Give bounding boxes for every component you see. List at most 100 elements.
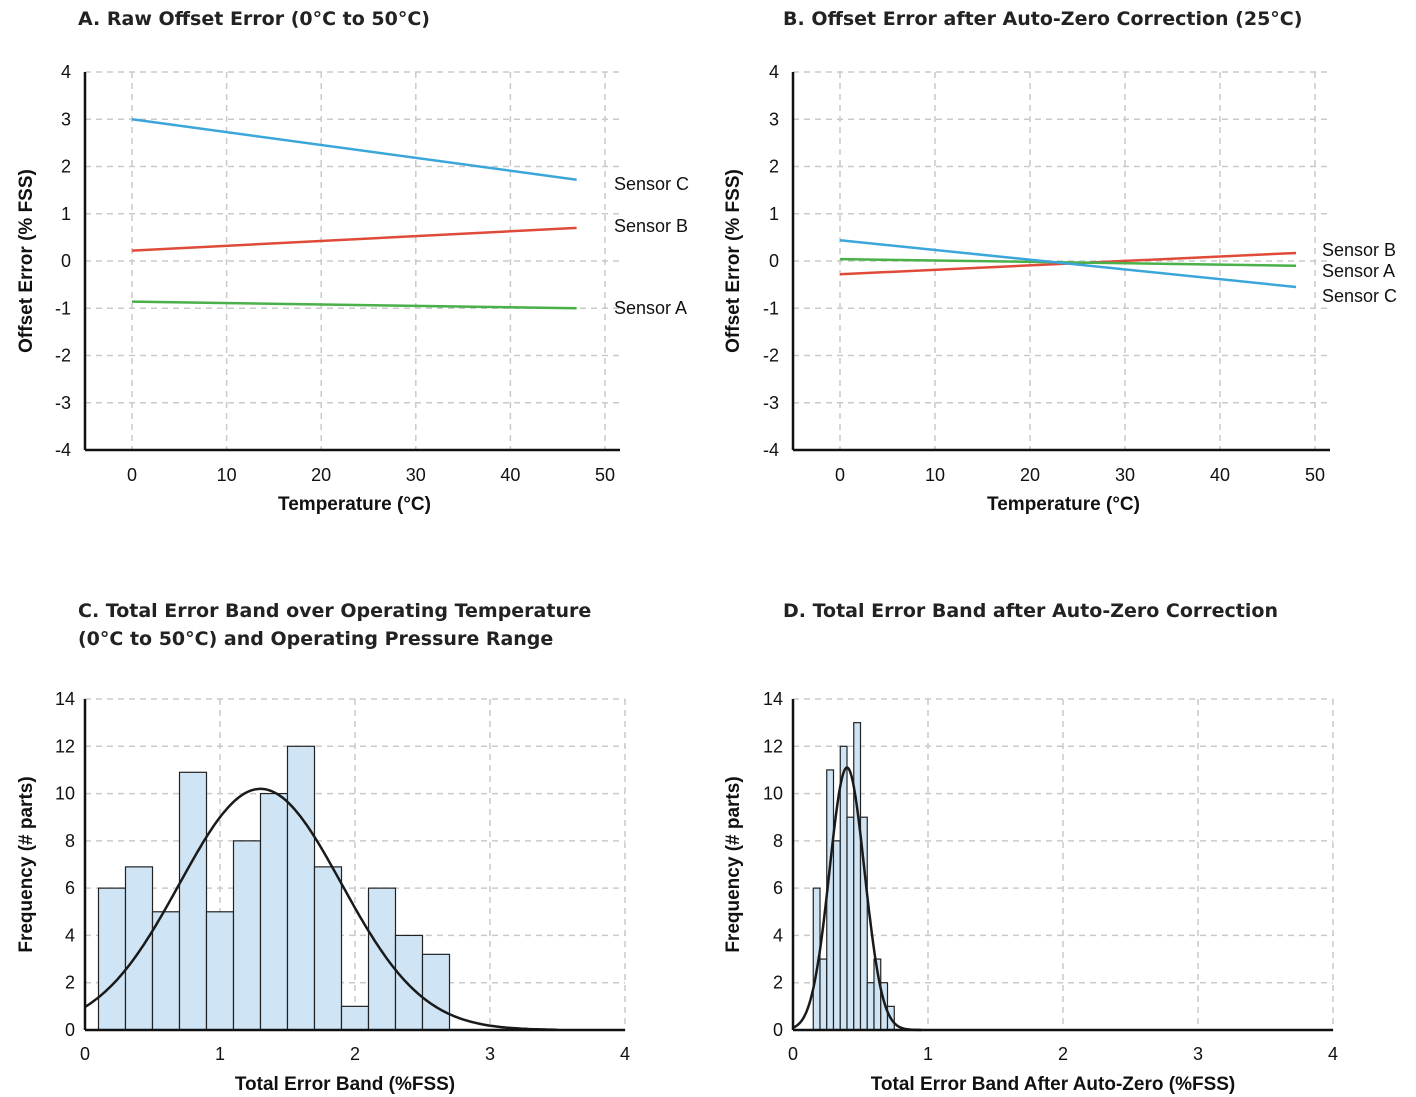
x-tick-label: 2 <box>1058 1044 1068 1064</box>
series-line-sensor-a <box>131 300 577 310</box>
chart-c-title-line-1: C. Total Error Band over Operating Tempe… <box>78 600 592 622</box>
y-tick-label: 10 <box>55 784 75 804</box>
histogram-bar <box>846 816 855 1031</box>
x-tick-label: 20 <box>1020 465 1040 485</box>
y-axis-title: Offset Error (% FSS) <box>16 169 37 353</box>
x-tick-label: 3 <box>485 1044 495 1064</box>
x-tick-label: 40 <box>1210 465 1230 485</box>
histogram-bar <box>97 887 127 1031</box>
y-tick-label: -4 <box>55 440 71 460</box>
histogram-bar <box>286 745 316 1031</box>
y-tick-label: 0 <box>769 251 779 271</box>
y-tick-label: 4 <box>65 925 75 945</box>
x-tick-label: 0 <box>80 1044 90 1064</box>
y-tick-label: 0 <box>61 251 71 271</box>
y-tick-label: 14 <box>55 689 75 709</box>
series-label-sensor-c: Sensor C <box>1322 286 1397 306</box>
y-tick-label: 4 <box>773 925 783 945</box>
x-tick-label: 1 <box>923 1044 933 1064</box>
x-tick-label: 50 <box>1305 465 1325 485</box>
histogram-bar <box>178 771 208 1031</box>
histogram-bar <box>340 1005 370 1031</box>
x-tick-label: 10 <box>217 465 237 485</box>
x-tick-label: 10 <box>925 465 945 485</box>
series-label-sensor-b: Sensor B <box>1322 240 1396 260</box>
x-axis-title: Temperature (°C) <box>987 494 1140 515</box>
y-tick-label: -3 <box>55 393 71 413</box>
y-tick-label: 2 <box>773 973 783 993</box>
y-tick-label: -4 <box>763 440 779 460</box>
normal-fit-curve <box>84 787 558 1031</box>
histogram-bar <box>313 866 343 1031</box>
y-tick-label: -3 <box>763 393 779 413</box>
x-axis-title: Total Error Band After Auto-Zero (%FSS) <box>871 1074 1236 1095</box>
y-tick-label: 2 <box>65 973 75 993</box>
x-tick-label: 40 <box>500 465 520 485</box>
y-tick-label: 1 <box>769 204 779 224</box>
y-axis-title: Offset Error (% FSS) <box>723 169 744 353</box>
histogram-bar <box>205 911 235 1031</box>
y-tick-label: 8 <box>65 831 75 851</box>
histogram-bar <box>839 745 848 1031</box>
y-tick-label: 3 <box>769 109 779 129</box>
y-tick-label: -2 <box>763 346 779 366</box>
series-line-sensor-b <box>131 226 577 252</box>
chart-a-title: A. Raw Offset Error (0°C to 50°C) <box>78 8 430 30</box>
x-tick-label: 0 <box>788 1044 798 1064</box>
x-tick-label: 20 <box>311 465 331 485</box>
y-tick-label: 8 <box>773 831 783 851</box>
y-tick-label: 2 <box>61 157 71 177</box>
x-tick-label: 30 <box>406 465 426 485</box>
normal-fit-curve <box>792 766 922 1032</box>
y-tick-label: 1 <box>61 204 71 224</box>
y-tick-label: 4 <box>769 62 779 82</box>
x-tick-label: 1 <box>215 1044 225 1064</box>
histogram-bar <box>367 887 397 1031</box>
y-tick-label: 3 <box>61 109 71 129</box>
series-line-sensor-c <box>839 238 1297 289</box>
chart-d-title: D. Total Error Band after Auto-Zero Corr… <box>783 600 1278 622</box>
histogram-bar <box>394 934 424 1031</box>
y-tick-label: -2 <box>55 346 71 366</box>
x-tick-label: 2 <box>350 1044 360 1064</box>
y-axis-title: Frequency (# parts) <box>723 776 744 952</box>
histogram-bar <box>259 792 289 1031</box>
x-tick-label: 50 <box>595 465 615 485</box>
chart-b-title: B. Offset Error after Auto-Zero Correcti… <box>783 8 1303 30</box>
series-label-sensor-a: Sensor A <box>614 298 687 318</box>
y-axis-title: Frequency (# parts) <box>16 776 37 952</box>
series-label-sensor-b: Sensor B <box>614 216 688 236</box>
y-tick-label: 12 <box>55 736 75 756</box>
series-line-sensor-c <box>131 118 577 181</box>
y-tick-label: -1 <box>55 298 71 318</box>
series-label-sensor-a: Sensor A <box>1322 261 1395 281</box>
y-tick-label: 0 <box>65 1020 75 1040</box>
histogram-bar <box>826 769 835 1031</box>
x-tick-label: 4 <box>1328 1044 1338 1064</box>
y-tick-label: 0 <box>773 1020 783 1040</box>
histogram-bar <box>232 840 262 1031</box>
y-tick-label: 4 <box>61 62 71 82</box>
x-tick-label: 0 <box>835 465 845 485</box>
chart-c-title-line-2: (0°C to 50°C) and Operating Pressure Ran… <box>78 628 554 650</box>
x-tick-label: 30 <box>1115 465 1135 485</box>
y-tick-label: 6 <box>65 878 75 898</box>
x-axis-title: Temperature (°C) <box>278 494 431 515</box>
histogram-bar <box>819 958 828 1031</box>
x-tick-label: 0 <box>127 465 137 485</box>
x-tick-label: 4 <box>620 1044 630 1064</box>
x-tick-label: 3 <box>1193 1044 1203 1064</box>
y-tick-label: 6 <box>773 878 783 898</box>
histogram-bar <box>832 840 841 1031</box>
y-tick-label: 12 <box>763 736 783 756</box>
histogram-bar <box>853 722 862 1031</box>
y-tick-label: 10 <box>763 784 783 804</box>
y-tick-label: -1 <box>763 298 779 318</box>
histogram-bar <box>866 982 875 1031</box>
histogram-bar <box>151 911 181 1031</box>
x-axis-title: Total Error Band (%FSS) <box>235 1074 455 1095</box>
